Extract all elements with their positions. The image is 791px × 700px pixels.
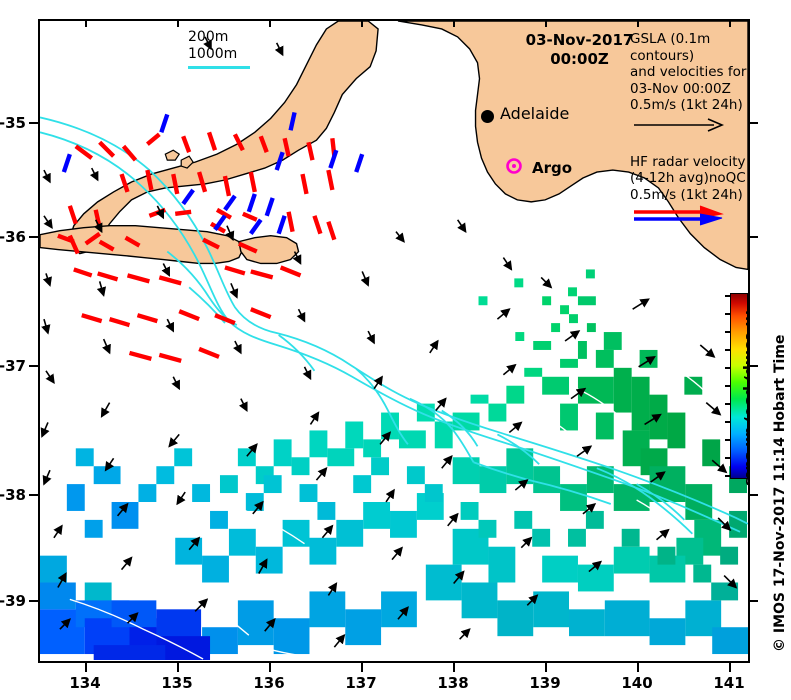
map-plot-area[interactable]: 200m 1000m 03-Nov-2017 00:00Z GSLA (0.1m… <box>38 19 750 663</box>
x-axis-label: 139 <box>529 674 561 692</box>
x-tick <box>361 663 363 672</box>
x-tick-top <box>545 19 547 27</box>
map-canvas: 200m 1000m 03-Nov-2017 00:00Z GSLA (0.1m… <box>40 21 748 661</box>
map-graphics <box>40 21 748 661</box>
y-tick <box>29 236 38 238</box>
gsla-legend-line2: and velocities for <box>630 64 747 80</box>
x-tick <box>177 663 179 672</box>
x-tick <box>85 663 87 672</box>
colorbar-title: 4h comp, p50, all sats <box>742 306 750 486</box>
y-tick-right <box>750 236 758 238</box>
y-tick <box>29 122 38 124</box>
adelaide-city-label: Adelaide <box>500 104 570 123</box>
y-axis-label: -35 <box>0 114 26 132</box>
x-axis-label: 141 <box>713 674 745 692</box>
map-date-title: 03-Nov-2017 00:00Z <box>502 31 657 69</box>
sst-raster-layer <box>40 269 748 661</box>
y-axis-label: -36 <box>0 228 26 246</box>
y-axis-label: -37 <box>0 357 26 375</box>
contour-label-200m: 200m <box>188 29 229 45</box>
x-axis-label: 134 <box>69 674 101 692</box>
gsla-reference-arrow-icon <box>634 117 725 132</box>
x-tick-top <box>269 19 271 27</box>
y-tick-right <box>750 600 758 602</box>
x-tick <box>729 663 731 672</box>
x-tick-top <box>177 19 179 27</box>
argo-float-label: Argo <box>532 159 573 177</box>
y-tick-right <box>750 365 758 367</box>
title-time: 00:00Z <box>550 50 609 68</box>
argo-float-marker-icon[interactable] <box>506 158 522 174</box>
hf-radar-vectors <box>57 111 365 363</box>
contour-label-1000m: 1000m <box>188 46 238 62</box>
hfradar-legend-line3: 0.5m/s (1kt 24h) <box>630 186 743 203</box>
y-axis-label: -39 <box>0 592 26 610</box>
colorbar-tick <box>725 439 730 441</box>
gsla-legend-line3: 03-Nov 00:00Z <box>630 80 731 97</box>
gsla-velocity-arrows <box>40 36 738 648</box>
y-tick-right <box>750 494 758 496</box>
sst-colorbar[interactable]: 21 20 19 18 17 16 15 14 13 12 11 <box>725 293 748 479</box>
contour-color-swatch <box>188 66 250 69</box>
vector-legend: GSLA (0.1m contours) and velocities for … <box>630 31 748 227</box>
x-axis-label: 136 <box>253 674 285 692</box>
y-tick-right <box>750 122 758 124</box>
y-tick <box>29 365 38 367</box>
y-tick <box>29 494 38 496</box>
x-axis-label: 138 <box>437 674 469 692</box>
x-tick <box>637 663 639 672</box>
x-tick <box>545 663 547 672</box>
y-axis-label: -38 <box>0 486 26 504</box>
x-tick <box>453 663 455 672</box>
colorbar-tick <box>725 331 730 333</box>
bathymetry-scale-legend: 200m 1000m <box>188 29 250 69</box>
bathymetry-contours <box>40 116 748 535</box>
colorbar-tick <box>725 295 730 297</box>
gsla-legend-line1: GSLA (0.1m contours) <box>630 31 711 64</box>
x-axis-label: 135 <box>161 674 193 692</box>
colorbar-tick <box>725 457 730 459</box>
land-layer <box>40 21 748 271</box>
x-tick-top <box>637 19 639 27</box>
x-axis-label: 140 <box>621 674 653 692</box>
colorbar-tick <box>725 403 730 405</box>
y-tick <box>29 600 38 602</box>
gsla-legend-line4: 0.5m/s (1kt 24h) <box>630 97 743 113</box>
colorbar-gradient <box>730 293 748 479</box>
colorbar-tick <box>725 367 730 369</box>
colorbar-tick <box>725 421 730 423</box>
copyright-credit: © IMOS 17-Nov-2017 11:14 Hobart Time <box>772 334 788 652</box>
adelaide-city-marker[interactable] <box>481 110 494 123</box>
x-axis-label: 137 <box>345 674 377 692</box>
colorbar-tick <box>725 475 730 477</box>
x-tick-top <box>729 19 731 27</box>
hfradar-reference-arrow-icon <box>634 205 724 226</box>
x-tick <box>269 663 271 672</box>
hfradar-legend-line1: HF radar velocity <box>630 153 746 170</box>
x-tick-top <box>453 19 455 27</box>
title-date: 03-Nov-2017 <box>525 31 634 49</box>
hfradar-legend-line2: (4-12h avg)noQC <box>630 170 746 186</box>
x-tick-top <box>361 19 363 27</box>
colorbar-tick <box>725 385 730 387</box>
colorbar-tick <box>725 313 730 315</box>
x-tick-top <box>85 19 87 27</box>
colorbar-tick <box>725 349 730 351</box>
